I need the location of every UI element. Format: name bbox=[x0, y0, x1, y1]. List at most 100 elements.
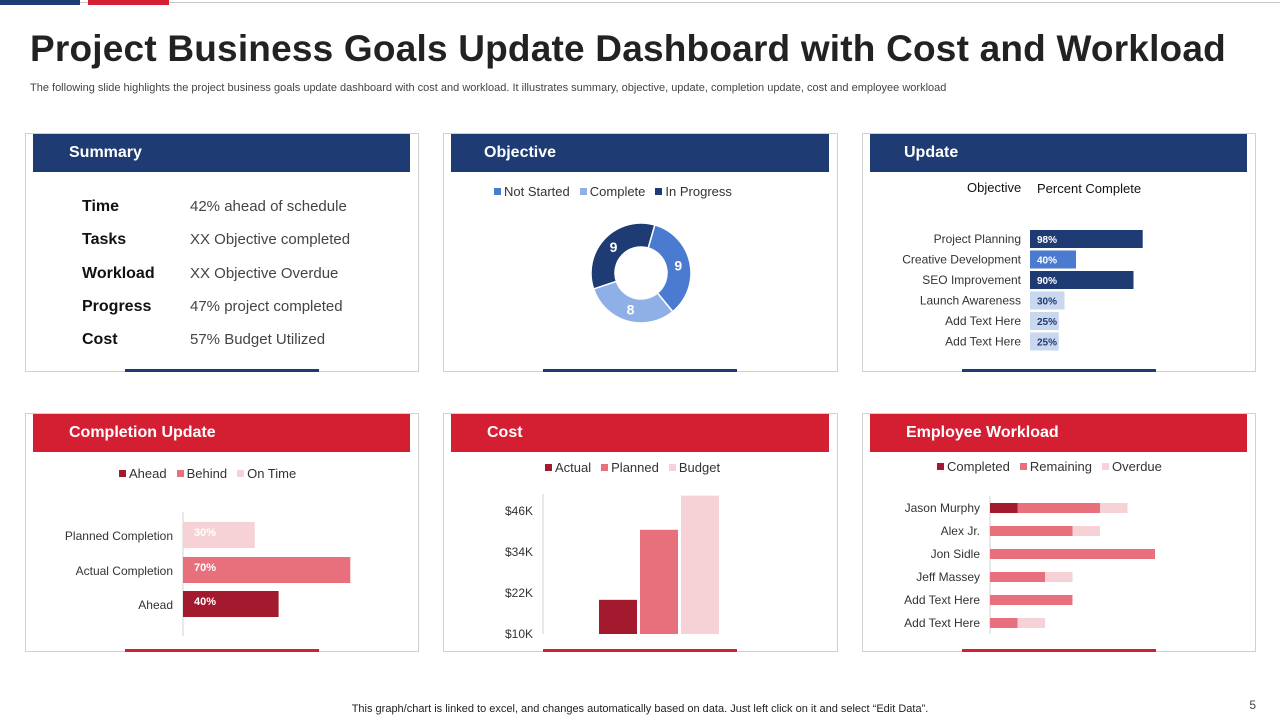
completion-panel: Completion Update Ahead Behind On Time P… bbox=[25, 413, 419, 652]
summary-panel: Summary Time 42% ahead of schedule Tasks… bbox=[25, 133, 419, 372]
workload-bar-segment bbox=[990, 572, 1045, 582]
cost-tick-label: $46K bbox=[505, 504, 533, 518]
legend-item: Overdue bbox=[1102, 459, 1162, 474]
objective-legend: Not Started Complete In Progress bbox=[494, 184, 742, 199]
update-bar bbox=[1030, 271, 1134, 289]
update-bar-label: 90% bbox=[1037, 276, 1057, 287]
top-accent-red bbox=[88, 0, 169, 5]
update-category-label: Add Text Here bbox=[945, 335, 1021, 349]
top-accent-blue bbox=[0, 0, 80, 5]
summary-value: 47% project completed bbox=[190, 298, 343, 315]
legend-swatch bbox=[601, 464, 609, 471]
completion-bar bbox=[183, 591, 279, 617]
completion-bar bbox=[183, 557, 351, 583]
workload-bar-segment bbox=[1017, 503, 1100, 513]
completion-category-label: Planned Completion bbox=[65, 529, 173, 543]
legend-label: Planned bbox=[611, 460, 659, 475]
legend-item: Remaining bbox=[1019, 459, 1093, 474]
legend-item: Completed bbox=[937, 459, 1010, 474]
workload-category-label: Alex Jr. bbox=[941, 524, 980, 538]
workload-category-label: Jeff Massey bbox=[916, 570, 980, 584]
cost-bar bbox=[640, 529, 678, 634]
legend-swatch bbox=[545, 464, 552, 471]
legend-swatch bbox=[119, 470, 126, 477]
update-category-label: Project Planning bbox=[934, 232, 1021, 246]
update-bar bbox=[1030, 230, 1143, 248]
summary-key: Cost bbox=[82, 331, 118, 348]
update-panel: Update Objective Percent Complete Projec… bbox=[862, 133, 1256, 372]
objective-donut-chart: 9 8 9 bbox=[590, 222, 692, 324]
update-heading: Update bbox=[870, 134, 1247, 172]
update-bar bbox=[1030, 250, 1076, 269]
donut-label: 9 bbox=[610, 239, 618, 255]
legend-item: Ahead bbox=[119, 466, 167, 481]
legend-label: Budget bbox=[678, 460, 721, 475]
completion-legend: Ahead Behind On Time bbox=[119, 466, 306, 481]
legend-item: Not Started bbox=[494, 184, 570, 199]
update-bar-label: 30% bbox=[1037, 297, 1057, 308]
update-bar-label: 25% bbox=[1037, 338, 1057, 349]
cost-heading: Cost bbox=[451, 414, 829, 452]
legend-item: Complete bbox=[579, 184, 645, 199]
legend-label: On Time bbox=[247, 466, 297, 481]
objective-heading: Objective bbox=[451, 134, 829, 172]
legend-item: In Progress bbox=[655, 184, 732, 199]
cost-legend: Actual Planned Budget bbox=[545, 460, 730, 475]
completion-heading: Completion Update bbox=[33, 414, 410, 452]
workload-heading: Employee Workload bbox=[870, 414, 1247, 452]
cost-tick-label: $10K bbox=[505, 627, 533, 641]
update-bar-label: 98% bbox=[1037, 235, 1057, 246]
summary-value: XX Objective Overdue bbox=[190, 265, 339, 282]
donut-label: 8 bbox=[627, 302, 635, 318]
cost-bar bbox=[681, 495, 719, 634]
update-col-objective: Objective bbox=[967, 180, 1022, 195]
update-category-label: Creative Development bbox=[902, 253, 1021, 267]
legend-swatch bbox=[655, 188, 663, 195]
workload-legend: Completed Remaining Overdue bbox=[937, 459, 1172, 474]
update-bar bbox=[1030, 312, 1059, 330]
summary-key: Workload bbox=[82, 265, 155, 282]
completion-bar-label: 70% bbox=[194, 562, 216, 574]
workload-bar-chart: Jason Murphy Alex Jr. Jon Sidle Jeff Massey… bbox=[904, 496, 1155, 634]
donut-slice bbox=[647, 224, 692, 313]
page-subtitle: The following slide highlights the proje… bbox=[30, 82, 947, 94]
update-footer-bar bbox=[962, 369, 1156, 372]
legend-label: Not Started bbox=[504, 184, 570, 199]
legend-item: Planned bbox=[601, 460, 659, 475]
legend-label: Actual bbox=[555, 460, 592, 475]
workload-bar-segment bbox=[1017, 618, 1045, 628]
donut-slice bbox=[592, 280, 674, 324]
workload-category-label: Add Text Here bbox=[904, 593, 980, 607]
summary-key: Time bbox=[82, 198, 120, 215]
workload-category-label: Jason Murphy bbox=[905, 501, 980, 515]
cost-tick-label: $34K bbox=[505, 545, 533, 559]
update-bar bbox=[1030, 332, 1059, 351]
cost-footer-bar bbox=[543, 649, 737, 652]
legend-swatch bbox=[1019, 463, 1027, 470]
cost-bar bbox=[599, 599, 637, 634]
legend-item: Actual bbox=[545, 460, 591, 475]
legend-swatch bbox=[1102, 463, 1110, 470]
legend-item: On Time bbox=[237, 466, 296, 481]
legend-label: Ahead bbox=[129, 466, 167, 481]
legend-swatch bbox=[237, 470, 245, 477]
update-bar bbox=[1030, 291, 1065, 310]
legend-label: Overdue bbox=[1112, 459, 1162, 474]
top-accent-bar bbox=[0, 0, 1280, 6]
workload-bar-segment bbox=[990, 595, 1073, 605]
workload-bar-segment bbox=[1072, 526, 1100, 536]
summary-value: 57% Budget Utilized bbox=[190, 331, 326, 348]
completion-bar-label: 40% bbox=[194, 596, 216, 608]
workload-footer-bar bbox=[962, 649, 1156, 652]
completion-category-label: Ahead bbox=[138, 598, 173, 612]
page-title: Project Business Goals Update Dashboard … bbox=[30, 28, 1226, 69]
update-bar-chart: Project Planning 98% Creative Development 4… bbox=[902, 230, 1143, 351]
legend-label: Behind bbox=[186, 466, 228, 481]
workload-bar-segment bbox=[990, 549, 1155, 559]
donut-slice bbox=[590, 222, 656, 290]
top-rule bbox=[0, 2, 1280, 3]
legend-label: Remaining bbox=[1029, 459, 1093, 474]
completion-bar bbox=[183, 522, 255, 548]
workload-category-label: Jon Sidle bbox=[931, 547, 981, 561]
legend-swatch bbox=[668, 464, 676, 471]
